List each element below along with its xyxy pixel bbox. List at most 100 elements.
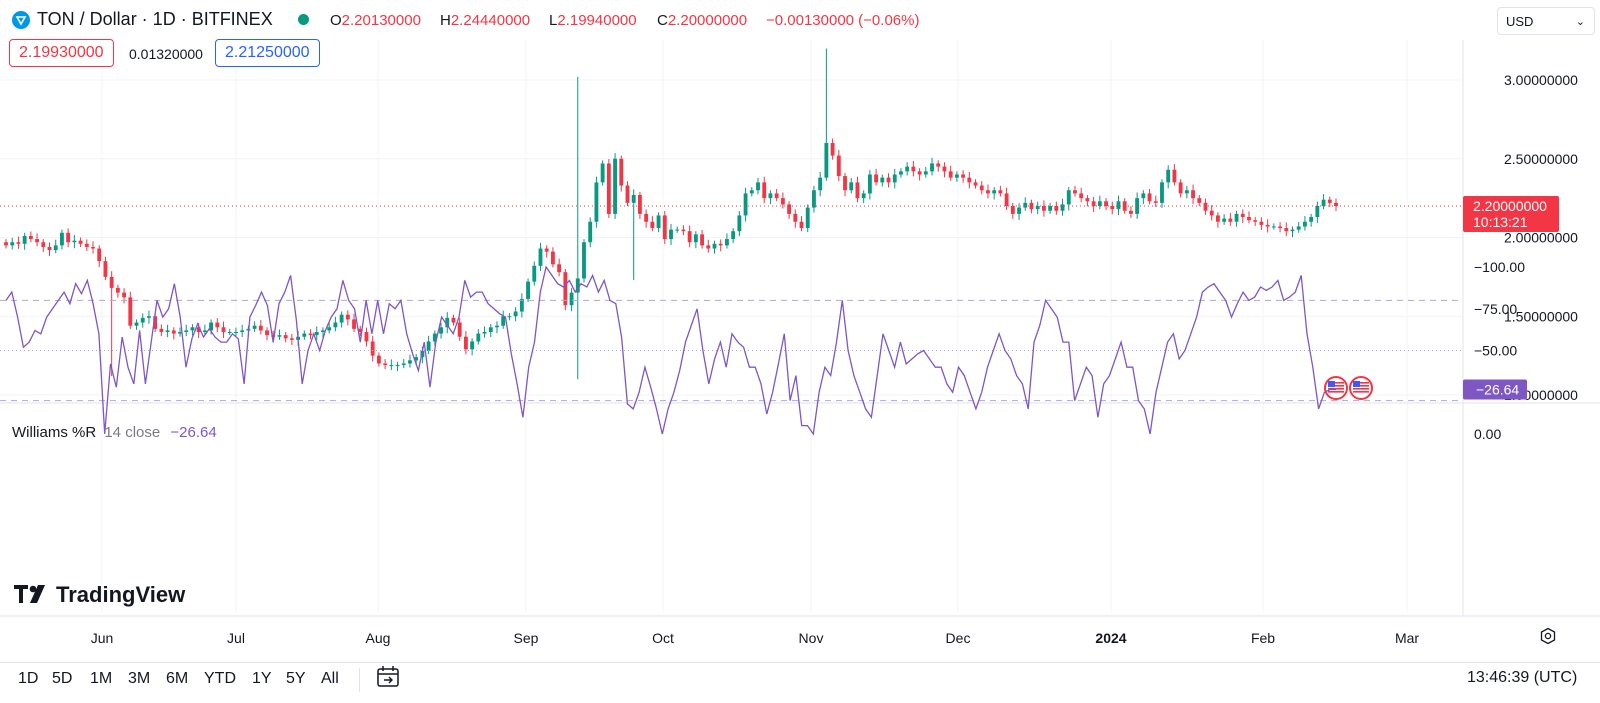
last-price-label	[1463, 196, 1559, 232]
range-button-all[interactable]: All	[321, 670, 339, 687]
spread-value: 0.01320000	[129, 46, 203, 62]
candle-body	[476, 333, 481, 342]
indicator-params: 14 close	[104, 424, 161, 441]
candle-body	[432, 333, 437, 342]
candle-body	[333, 322, 338, 328]
candle-body	[376, 355, 381, 364]
candle-body	[84, 243, 89, 247]
candle-body	[874, 174, 879, 183]
range-button-1m[interactable]: 1M	[90, 670, 113, 687]
candle-body	[749, 190, 754, 194]
candle-body	[986, 190, 990, 194]
candle-body	[675, 229, 680, 231]
price-axis-tick: 1.50000000	[1504, 308, 1578, 324]
candle-body	[78, 240, 83, 244]
candle-body	[563, 272, 568, 306]
candle-body	[619, 158, 624, 186]
candle-body	[134, 322, 139, 326]
wr-line	[5, 265, 1336, 436]
candle-body	[538, 248, 543, 266]
range-button-1y[interactable]: 1Y	[252, 670, 272, 687]
candle-body	[550, 251, 555, 265]
candle-body	[1041, 206, 1046, 211]
wr-value-text: −26.64	[1476, 382, 1519, 398]
candle-body	[712, 243, 717, 249]
candle-body	[234, 332, 238, 333]
candle-body	[954, 174, 959, 178]
candle-body	[1153, 201, 1158, 203]
time-axis-tick: Dec	[946, 630, 971, 646]
wr-axis-tick: −75.00	[1474, 301, 1517, 317]
candle-body	[606, 163, 611, 214]
clock-time[interactable]: 13:46:39 (UTC)	[1467, 669, 1578, 686]
candle-body	[283, 335, 288, 339]
candle-body	[644, 213, 649, 222]
candle-body	[793, 213, 798, 222]
candle-body	[799, 221, 804, 229]
candle-body	[787, 204, 792, 214]
ohlc-low: L2.19940000	[549, 12, 637, 29]
candle-body	[445, 317, 450, 328]
candle-body	[159, 328, 164, 332]
candle-body	[1029, 202, 1034, 210]
currency-label: USD	[1506, 14, 1534, 29]
candle-body	[1054, 206, 1059, 211]
candle-body	[899, 171, 903, 175]
range-button-5d[interactable]: 5D	[52, 670, 73, 687]
flag-stripe	[1353, 382, 1369, 384]
range-button-5y[interactable]: 5Y	[286, 670, 306, 687]
candle-body	[277, 335, 282, 337]
candle-body	[1209, 210, 1214, 216]
candle-body	[1184, 190, 1189, 194]
candle-body	[569, 292, 574, 306]
candle-body	[1296, 226, 1301, 230]
price-axis-tick: 2.50000000	[1504, 151, 1578, 167]
currency-select[interactable]: USD ⌄	[1497, 7, 1595, 35]
candle-body	[1110, 206, 1115, 210]
candle-body	[1315, 206, 1320, 218]
wr-value-label	[1463, 379, 1527, 400]
candle-body	[1085, 198, 1090, 202]
candle-body	[451, 317, 456, 323]
ohlc-close: C2.20000000	[657, 12, 748, 29]
candle-body	[302, 333, 307, 337]
candle-body	[115, 287, 120, 293]
goto-date-calendar-icon[interactable]	[375, 664, 401, 695]
time-axis-tick: Jul	[227, 630, 245, 646]
candle-body	[178, 332, 182, 334]
candle-body	[1240, 213, 1245, 218]
settings-gear-icon[interactable]	[1539, 627, 1557, 650]
range-button-3m[interactable]: 3M	[128, 670, 151, 687]
candle-body	[942, 166, 947, 172]
candle-body	[526, 281, 530, 299]
candle-body	[1097, 201, 1102, 206]
candle-body	[202, 330, 207, 332]
candle-body	[600, 163, 605, 183]
range-button-1d[interactable]: 1D	[18, 670, 39, 687]
symbol-title[interactable]: TON / Dollar · 1D · BITFINEX	[37, 9, 273, 29]
tradingview-logo: TradingView	[12, 580, 222, 613]
candle-body	[16, 242, 21, 244]
candle-body	[1247, 217, 1251, 221]
candle-body	[718, 243, 723, 246]
candle-body	[457, 322, 462, 337]
candle-body	[1222, 218, 1227, 222]
range-button-6m[interactable]: 6M	[166, 670, 189, 687]
candle-body	[544, 248, 549, 252]
indicator-name: Williams %R	[12, 424, 97, 441]
sell-price-button[interactable]: 2.19930000	[9, 39, 114, 67]
candle-body	[557, 264, 562, 273]
candle-body	[227, 332, 232, 333]
candle-body	[345, 314, 350, 320]
buy-price-button[interactable]: 2.21250000	[215, 39, 320, 67]
candle-body	[488, 327, 493, 332]
candle-body	[768, 193, 773, 199]
range-button-ytd[interactable]: YTD	[204, 670, 236, 687]
candle-body	[762, 182, 767, 199]
candle-body	[818, 177, 823, 191]
time-axis-tick: Aug	[366, 630, 391, 646]
candle-body	[1215, 215, 1220, 222]
indicator-legend[interactable]: Williams %R 14 close −26.64	[12, 424, 217, 441]
candle-body	[47, 246, 52, 251]
